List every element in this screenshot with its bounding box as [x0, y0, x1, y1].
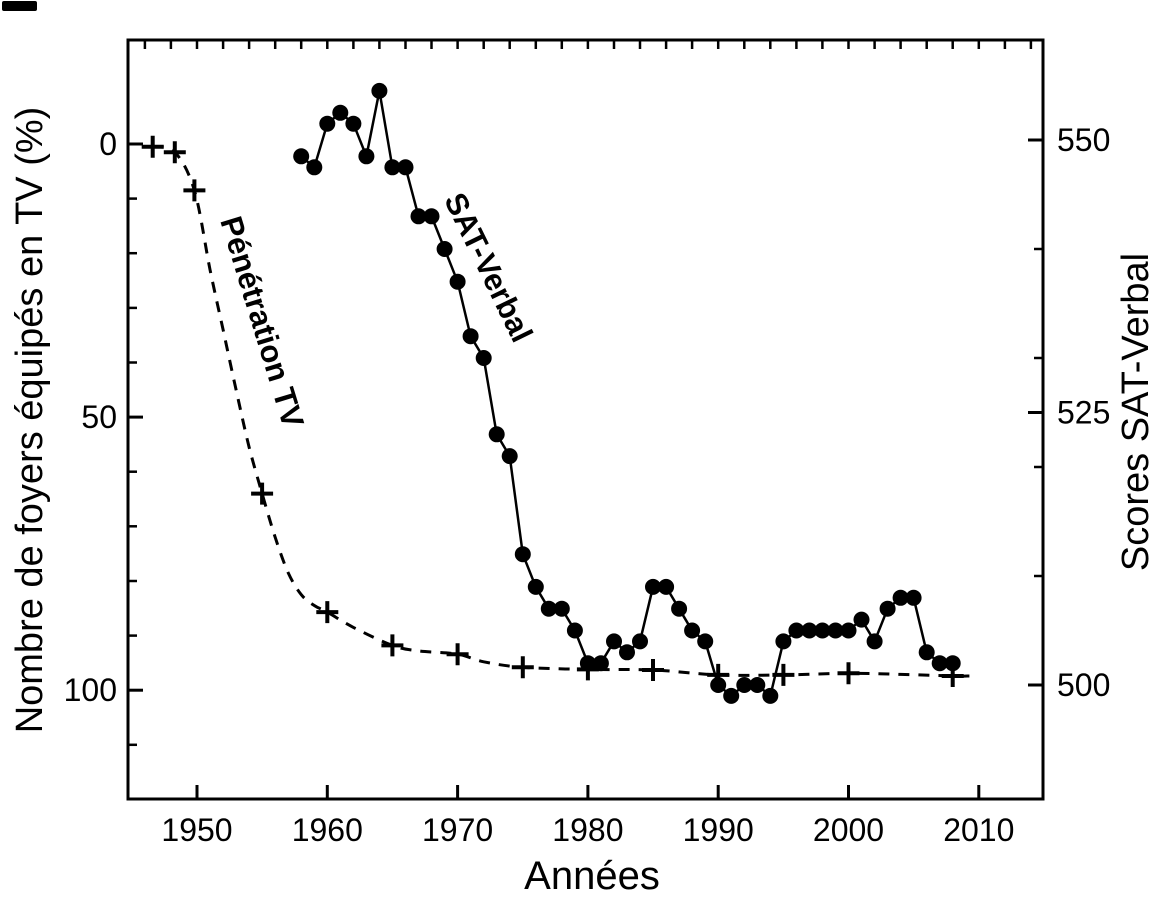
- data-point: [775, 633, 792, 650]
- right-axis-title: Scores SAT-Verbal: [1115, 252, 1157, 572]
- data-point: [423, 208, 440, 225]
- data-point: [358, 148, 375, 165]
- data-point: [345, 115, 362, 132]
- svg-text:2000: 2000: [813, 812, 884, 848]
- data-point: [579, 655, 596, 672]
- data-point: [710, 677, 727, 693]
- data-point: [814, 622, 831, 639]
- data-point: [619, 644, 635, 661]
- svg-text:1950: 1950: [161, 812, 232, 848]
- data-point: [410, 208, 427, 225]
- data-point: [931, 655, 948, 672]
- tv-penetration-curve: [152, 145, 970, 678]
- data-point: [384, 159, 401, 176]
- plus-marker: [163, 141, 186, 164]
- data-point: [632, 633, 648, 650]
- data-point: [749, 677, 766, 693]
- svg-text:550: 550: [1057, 122, 1110, 158]
- data-point: [436, 241, 453, 257]
- data-point: [514, 546, 531, 563]
- svg-text:1960: 1960: [292, 812, 363, 848]
- data-point: [501, 448, 518, 465]
- data-point: [762, 687, 779, 704]
- data-point: [801, 622, 818, 639]
- data-point: [397, 159, 414, 176]
- data-point: [306, 159, 323, 176]
- left-axis-title: Nombre de foyers équipés en TV (%): [9, 106, 51, 734]
- svg-text:50: 50: [81, 399, 117, 435]
- x-axis-title: Années: [524, 854, 660, 898]
- data-point: [840, 622, 857, 639]
- svg-text:2010: 2010: [943, 812, 1014, 848]
- data-point: [319, 115, 336, 132]
- data-point: [645, 578, 661, 595]
- data-point: [788, 622, 805, 639]
- plus-marker: [183, 179, 206, 202]
- svg-text:1980: 1980: [552, 812, 623, 848]
- data-point: [944, 655, 961, 672]
- plus-marker: [381, 634, 404, 657]
- data-point: [671, 600, 688, 617]
- svg-text:500: 500: [1057, 667, 1110, 703]
- svg-text:0: 0: [99, 126, 117, 162]
- data-point: [697, 633, 714, 650]
- right-tick-labels: 550 525 500: [1057, 122, 1110, 703]
- top-minor-ticks: [143, 40, 1033, 49]
- data-point: [553, 600, 570, 617]
- scan-artifact: [2, 1, 37, 11]
- plus-marker: [141, 135, 164, 158]
- left-axis-ticks: [128, 142, 143, 747]
- plus-marker: [316, 601, 339, 624]
- x-tick-labels: 1950 1960 1970 1980 1990 2000 2010: [161, 812, 1014, 848]
- data-point: [879, 600, 896, 617]
- data-point: [488, 426, 505, 443]
- sat-verbal-line: [300, 90, 953, 699]
- data-point: [462, 328, 479, 345]
- left-tick-labels: 0 50 100: [64, 126, 117, 708]
- data-point: [736, 677, 753, 693]
- data-point: [606, 633, 622, 650]
- plus-marker: [446, 643, 469, 666]
- data-point: [293, 148, 310, 165]
- data-point: [449, 273, 466, 290]
- plus-marker: [511, 656, 534, 679]
- data-point: [527, 578, 544, 595]
- data-point: [684, 622, 701, 639]
- plus-marker: [837, 662, 860, 685]
- data-point: [592, 655, 609, 672]
- data-point: [371, 82, 388, 99]
- data-point: [566, 622, 583, 639]
- svg-text:525: 525: [1057, 395, 1110, 431]
- data-point: [723, 687, 740, 704]
- data-point: [892, 589, 909, 606]
- x-axis-ticks: [195, 785, 981, 799]
- data-point: [918, 644, 935, 661]
- plot-frame: [126, 38, 1045, 801]
- right-axis-ticks: [1028, 138, 1043, 687]
- plus-marker: [251, 482, 274, 505]
- data-point: [540, 600, 557, 617]
- data-point: [905, 589, 922, 606]
- data-point: [475, 350, 492, 366]
- data-point: [866, 633, 883, 650]
- svg-text:1970: 1970: [422, 812, 493, 848]
- data-point: [332, 104, 349, 121]
- tv-curve-label: Pénétration TV: [213, 212, 311, 432]
- svg-text:100: 100: [64, 672, 117, 708]
- data-point: [827, 622, 844, 639]
- data-point: [853, 611, 870, 628]
- sat-verbal-points: [293, 82, 961, 704]
- data-point: [658, 578, 675, 595]
- svg-text:1990: 1990: [683, 812, 754, 848]
- plus-marker: [642, 659, 664, 681]
